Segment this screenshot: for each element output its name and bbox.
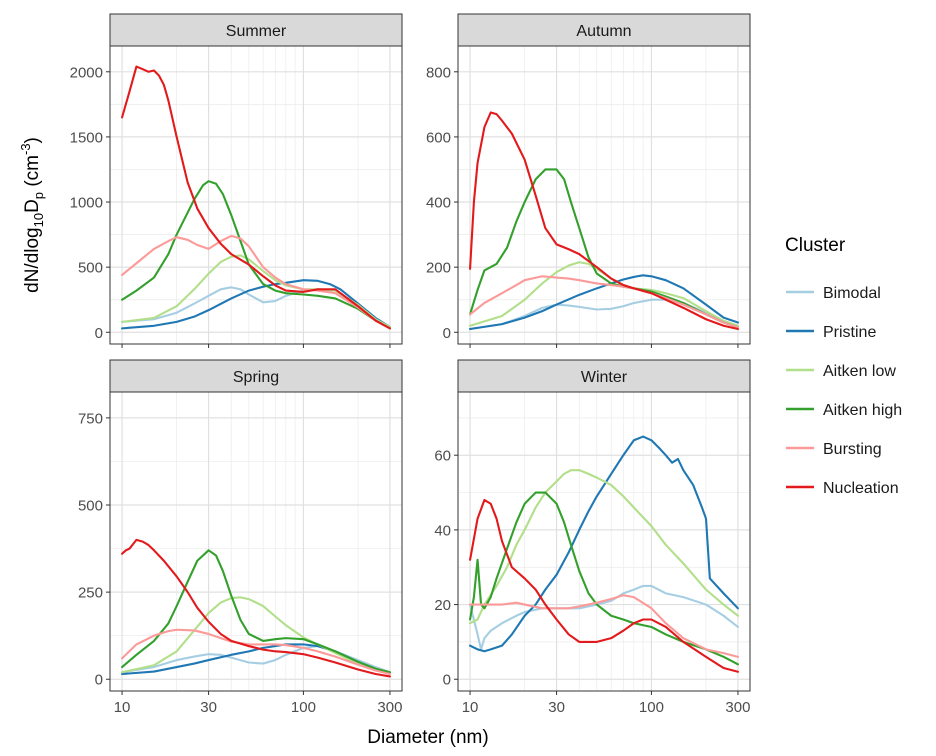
y-tick-label: 0 xyxy=(95,672,103,689)
series-line-pristine xyxy=(469,435,739,653)
y-tick-label: 0 xyxy=(443,325,451,342)
panels: Summer0500100015002000Autumn020040060080… xyxy=(70,13,751,716)
facet-title: Summer xyxy=(226,23,287,40)
facet-title: Winter xyxy=(581,369,628,386)
series-line-aitken-high xyxy=(121,180,391,330)
series-line-bimodal xyxy=(469,584,739,651)
series-line-bursting xyxy=(121,628,391,676)
series-line-pristine xyxy=(469,274,739,331)
y-tick-label: 2000 xyxy=(70,64,103,81)
series-line-bursting xyxy=(121,234,391,330)
series-line-aitken-low xyxy=(469,469,739,625)
y-tick-label: 800 xyxy=(426,64,451,81)
series-group xyxy=(121,538,391,678)
grid xyxy=(110,392,402,691)
x-tick-label: 300 xyxy=(725,699,750,716)
series-line-bimodal xyxy=(121,286,391,329)
series-line-aitken-low xyxy=(121,596,391,674)
x-tick-label: 30 xyxy=(548,699,565,716)
facet-strip xyxy=(457,359,751,393)
x-axis-label: Diameter (nm) xyxy=(367,727,488,748)
x-tick-label: 30 xyxy=(200,699,217,716)
x-tick-label: 100 xyxy=(291,699,316,716)
series-line-aitken-high xyxy=(469,168,739,329)
y-tick-label: 400 xyxy=(426,195,451,212)
legend-label: Bursting xyxy=(823,441,882,458)
y-tick-label: 20 xyxy=(434,597,451,614)
series-group xyxy=(469,111,739,331)
grid xyxy=(458,46,750,344)
y-tick-label: 200 xyxy=(426,260,451,277)
legend-label: Aitken high xyxy=(823,402,902,419)
panel-autumn: Autumn 0 200 400 600 800 xyxy=(426,13,751,348)
series-line-nucleation xyxy=(121,65,391,330)
x-tick-label: 300 xyxy=(377,699,402,716)
panel-spring: Spring 0 250 500 750 10 30 100 300 xyxy=(78,359,403,716)
legend-entry-aitken-low: Aitken low xyxy=(786,363,896,380)
legend-entry-aitken-high: Aitken high xyxy=(786,402,902,419)
legend-label: Aitken low xyxy=(823,363,896,380)
x-tick-label: 10 xyxy=(114,699,131,716)
y-tick-label: 60 xyxy=(434,448,451,465)
facet-strip xyxy=(109,13,403,47)
facet-title: Spring xyxy=(233,369,279,386)
facet-strip xyxy=(109,359,403,393)
panel-border xyxy=(109,45,403,345)
series-line-nucleation xyxy=(469,111,739,331)
y-tick-label: 0 xyxy=(443,672,451,689)
legend-entry-bursting: Bursting xyxy=(786,441,882,458)
legend-label: Nucleation xyxy=(823,480,899,497)
facet-title: Autumn xyxy=(576,23,631,40)
panel-summer: Summer 0 500 1000 1500 2000 xyxy=(70,13,403,348)
y-tick-label: 0 xyxy=(95,325,103,342)
facet-strip xyxy=(457,13,751,47)
panel-winter: Winter 0 20 40 60 10 30 100 300 xyxy=(434,359,751,716)
series-line-nucleation xyxy=(469,498,739,673)
y-tick-label: 1500 xyxy=(70,129,103,146)
series-line-nucleation xyxy=(121,538,391,678)
series-line-aitken-high xyxy=(469,491,739,666)
y-tick-label: 750 xyxy=(78,410,103,427)
y-tick-label: 40 xyxy=(434,522,451,539)
series-line-bursting xyxy=(469,594,739,658)
y-tick-label: 500 xyxy=(78,260,103,277)
legend: Cluster Bimodal Pristine Aitken low Aitken … xyxy=(785,235,902,497)
y-tick-label: 250 xyxy=(78,585,103,602)
series-line-bursting xyxy=(469,275,739,329)
legend-title: Cluster xyxy=(785,235,846,256)
legend-label: Pristine xyxy=(823,324,876,341)
x-tick-label: 10 xyxy=(462,699,479,716)
y-tick-label: 1000 xyxy=(70,195,103,212)
series-group xyxy=(121,65,391,330)
x-tick-label: 100 xyxy=(639,699,664,716)
legend-entry-nucleation: Nucleation xyxy=(786,480,899,497)
y-axis-label: dN/dlog10Dp (cm-3) xyxy=(18,137,46,293)
series-group xyxy=(469,435,739,673)
series-line-aitken-high xyxy=(121,549,391,674)
panel-border xyxy=(109,391,403,692)
legend-entry-pristine: Pristine xyxy=(786,324,876,341)
y-tick-label: 500 xyxy=(78,497,103,514)
panel-border xyxy=(457,45,751,345)
y-tick-label: 600 xyxy=(426,129,451,146)
legend-entry-bimodal: Bimodal xyxy=(786,285,881,302)
panel-border xyxy=(457,391,751,692)
legend-label: Bimodal xyxy=(823,285,881,302)
